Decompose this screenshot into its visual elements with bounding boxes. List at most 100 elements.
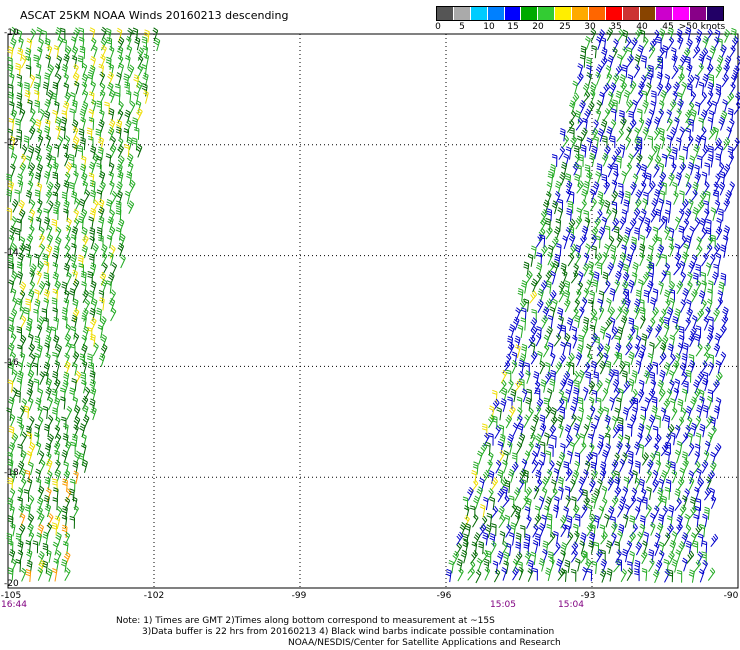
wind-barb: [70, 326, 77, 340]
wind-barb: [569, 110, 577, 124]
wind-barb: [623, 476, 630, 491]
wind-barb: [616, 128, 624, 142]
wind-barb: [18, 422, 25, 437]
wind-barb: [560, 442, 566, 457]
wind-barb: [501, 495, 510, 509]
wind-barb: [684, 317, 691, 332]
wind-barb: [616, 558, 622, 572]
wind-barb: [524, 506, 531, 520]
wind-barb: [547, 251, 553, 266]
wind-barb: [538, 495, 545, 510]
wind-barb: [696, 467, 702, 482]
wind-barb: [33, 378, 40, 392]
wind-barb: [660, 407, 667, 422]
wind-barb: [715, 252, 722, 267]
wind-barb: [598, 505, 605, 520]
wind-barb: [72, 278, 80, 293]
wind-barb: [651, 234, 659, 248]
wind-barb: [614, 476, 621, 491]
wind-barb: [35, 153, 43, 168]
wind-barb: [651, 306, 659, 321]
wind-barb: [674, 424, 681, 439]
wind-barb: [634, 477, 641, 492]
wind-barb: [538, 557, 545, 572]
wind-barb: [531, 245, 537, 259]
wind-barb: [625, 333, 633, 348]
wind-barb: [72, 351, 80, 365]
wind-barb: [663, 323, 670, 338]
lon-label-90w: -90: [723, 591, 739, 601]
wind-barb: [596, 261, 603, 275]
wind-barb: [622, 263, 629, 278]
wind-barb: [19, 108, 26, 122]
wind-barb: [677, 477, 685, 491]
wind-barb: [56, 55, 63, 69]
wind-barb: [638, 298, 645, 312]
wind-barb: [566, 450, 573, 465]
wind-barb: [675, 172, 682, 186]
wind-barb: [17, 370, 24, 385]
wind-barb: [651, 405, 658, 420]
wind-barb: [501, 541, 509, 555]
wind-barb: [705, 476, 712, 491]
wind-barb: [580, 532, 587, 546]
wind-barb: [606, 27, 614, 42]
wind-barb: [566, 531, 574, 546]
wind-barb: [98, 215, 105, 230]
wind-barb: [526, 515, 532, 529]
wind-barb: [115, 126, 122, 140]
wind-barb: [589, 405, 596, 420]
wind-barb: [87, 71, 94, 86]
wind-barb: [34, 253, 40, 267]
wind-barb: [613, 369, 619, 383]
wind-barb: [80, 371, 87, 385]
wind-barb: [24, 504, 31, 518]
wind-barb: [566, 208, 572, 222]
wind-barb: [457, 567, 464, 582]
wind-barb: [694, 171, 701, 186]
wind-barb: [585, 558, 592, 573]
wind-barb: [715, 297, 724, 311]
wind-barb: [9, 488, 16, 502]
wind-barb: [27, 523, 34, 537]
wind-barb: [665, 441, 671, 455]
wind-barb: [667, 343, 674, 358]
wind-barb: [570, 270, 579, 284]
wind-barb: [617, 260, 624, 275]
wind-barb: [7, 458, 14, 473]
wind-barb: [671, 530, 678, 545]
wind-barb: [500, 398, 507, 412]
wind-barb: [52, 109, 58, 124]
wind-barb: [11, 432, 19, 447]
wind-barb: [639, 243, 646, 258]
wind-barb: [44, 98, 51, 113]
wind-barb: [677, 342, 684, 357]
wind-barb: [43, 260, 50, 275]
wind-barb: [697, 533, 704, 547]
wind-barb: [36, 532, 42, 546]
wind-barb: [663, 316, 670, 330]
wind-barb: [529, 290, 538, 304]
wind-barb: [518, 432, 526, 447]
wind-barb: [64, 333, 72, 348]
wind-barb: [556, 243, 562, 257]
wind-barb: [634, 568, 640, 582]
wind-barb: [609, 135, 616, 149]
wind-barb: [488, 470, 495, 484]
wind-barb: [525, 497, 532, 512]
wind-barb: [100, 244, 108, 258]
wind-barb: [525, 396, 532, 411]
wind-barb: [64, 360, 71, 375]
legend-swatch: [504, 7, 522, 20]
wind-barb: [89, 262, 97, 277]
wind-barb: [687, 161, 695, 176]
wind-barb: [578, 406, 584, 421]
wind-barb: [17, 460, 25, 475]
wind-barb: [694, 101, 701, 116]
wind-barb: [530, 325, 538, 340]
wind-barb: [633, 305, 641, 320]
wind-barb: [53, 558, 59, 572]
wind-barb: [532, 524, 539, 538]
wind-barb: [92, 243, 99, 257]
wind-barb: [545, 217, 551, 232]
